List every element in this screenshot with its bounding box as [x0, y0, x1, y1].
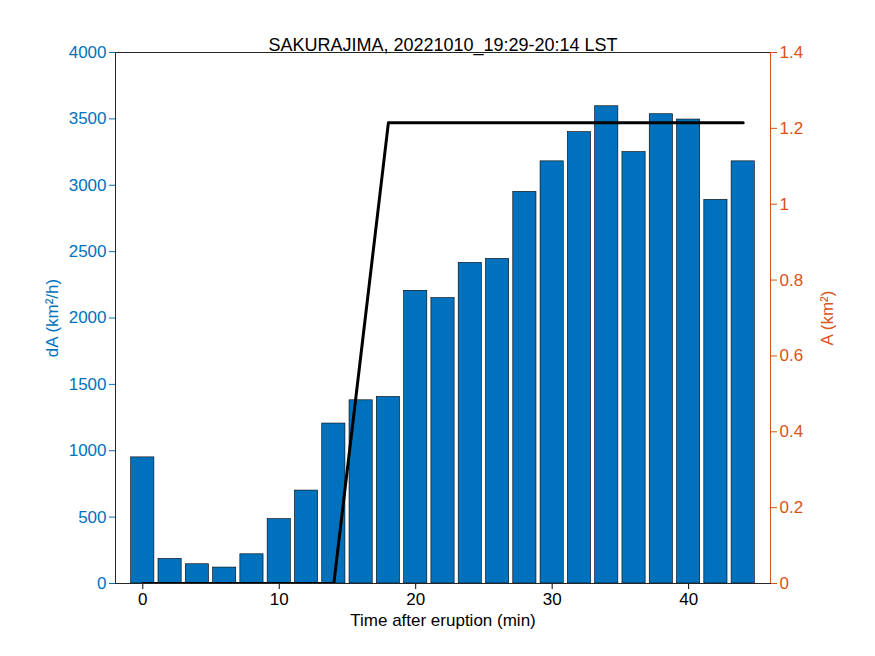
- svg-text:30: 30: [543, 590, 562, 609]
- svg-text:0.4: 0.4: [780, 422, 804, 441]
- svg-text:2000: 2000: [69, 308, 107, 327]
- svg-text:1.2: 1.2: [780, 119, 804, 138]
- svg-text:10: 10: [270, 590, 289, 609]
- svg-text:0: 0: [97, 574, 106, 593]
- svg-text:0.2: 0.2: [780, 498, 804, 517]
- svg-text:0.8: 0.8: [780, 271, 804, 290]
- svg-text:1500: 1500: [69, 375, 107, 394]
- svg-text:A (km²): A (km²): [818, 291, 837, 346]
- svg-text:0: 0: [780, 574, 789, 593]
- svg-text:2500: 2500: [69, 242, 107, 261]
- svg-text:dA (km²/h): dA (km²/h): [43, 279, 62, 357]
- svg-text:SAKURAJIMA, 20221010_19:29-20:: SAKURAJIMA, 20221010_19:29-20:14 LST: [268, 35, 617, 56]
- svg-text:0: 0: [138, 590, 147, 609]
- svg-text:3500: 3500: [69, 109, 107, 128]
- svg-text:20: 20: [406, 590, 425, 609]
- svg-text:4000: 4000: [69, 43, 107, 62]
- svg-text:40: 40: [679, 590, 698, 609]
- svg-text:1000: 1000: [69, 441, 107, 460]
- svg-text:0.6: 0.6: [780, 346, 804, 365]
- svg-text:3000: 3000: [69, 176, 107, 195]
- svg-text:500: 500: [78, 508, 106, 527]
- svg-text:Time after eruption (min): Time after eruption (min): [350, 611, 535, 630]
- svg-text:1: 1: [780, 195, 789, 214]
- svg-text:1.4: 1.4: [780, 43, 804, 62]
